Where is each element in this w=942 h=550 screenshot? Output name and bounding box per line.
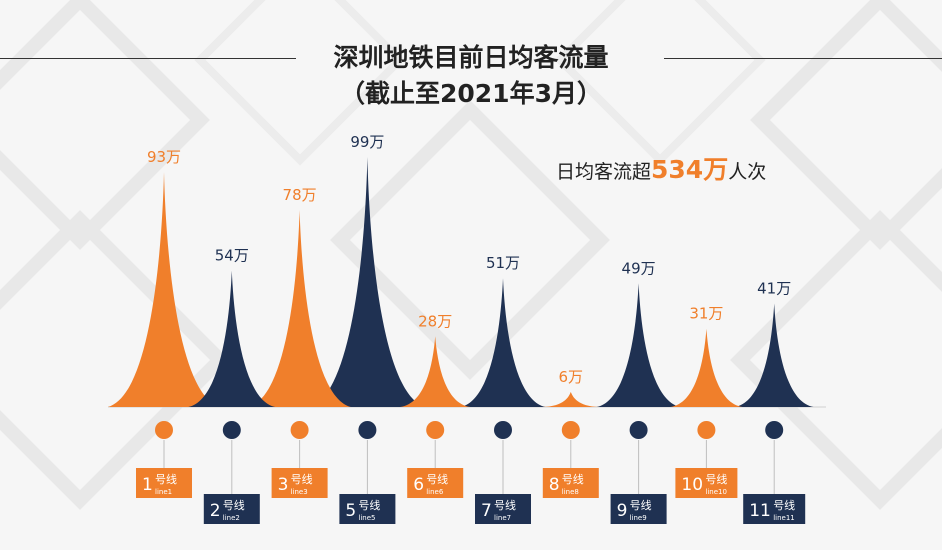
line-number-line2: 2: [210, 501, 221, 521]
line-label-box-line7: [475, 494, 531, 524]
line-label-box-line2: [203, 494, 260, 524]
spike-line9: [596, 283, 681, 407]
line-name-line6: 号线: [426, 472, 448, 486]
dot-line2: [222, 421, 241, 439]
chart-title: 深圳地铁目前日均客流量: [333, 43, 609, 72]
line-number-line6: 6: [413, 475, 424, 495]
line-sub-line11: line11: [773, 514, 795, 522]
dot-line8: [561, 421, 580, 439]
line-name-line10: 号线: [705, 472, 727, 486]
line-label-box-line1: [136, 468, 192, 498]
summary-prefix: 日均客流超: [556, 161, 652, 183]
line-name-line2: 号线: [223, 498, 245, 512]
line-name-line5: 号线: [358, 498, 380, 512]
line-label-box-line11: [743, 494, 806, 524]
line-number-line8: 8: [549, 475, 560, 495]
spike-line10: [670, 328, 743, 407]
data-label-line6: 28万: [418, 312, 452, 330]
line-name-line8: 号线: [562, 472, 584, 486]
line-label-box-line3: [271, 468, 328, 498]
spike-line8: [542, 391, 599, 407]
dot-line1: [155, 421, 173, 439]
line-number-line7: 7: [481, 501, 492, 521]
dot-line3: [290, 421, 309, 439]
line-name-line9: 号线: [630, 498, 652, 512]
title-rule-right: [664, 58, 942, 59]
summary-suffix: 人次: [728, 161, 767, 183]
line-label-box-line10: [675, 468, 738, 498]
line-label-box-line6: [407, 468, 464, 498]
line-sub-line2: line2: [223, 514, 240, 522]
line-sub-line9: line9: [630, 514, 647, 522]
data-label-line11: 41万: [757, 279, 791, 297]
line-label-box-line8: [542, 468, 599, 498]
spike-line1: [107, 172, 221, 407]
data-label-line1: 93万: [147, 148, 181, 166]
line-name-line7: 号线: [494, 498, 516, 512]
dot-line7: [494, 421, 512, 439]
data-label-line5: 99万: [350, 133, 384, 151]
line-name-line3: 号线: [291, 472, 313, 486]
dot-line10: [697, 421, 716, 439]
line-number-line5: 5: [345, 501, 356, 521]
line-label-box-line5: [339, 494, 396, 524]
spike-line2: [188, 270, 276, 407]
spike-line7: [460, 278, 546, 407]
data-label-line2: 54万: [215, 247, 249, 265]
data-label-line7: 51万: [486, 254, 520, 272]
spike-line5: [309, 157, 426, 407]
line-number-line3: 3: [278, 475, 289, 495]
line-sub-line8: line8: [562, 488, 579, 496]
spike-line3: [248, 210, 351, 407]
dot-line11: [765, 421, 784, 439]
data-label-line10: 31万: [689, 305, 723, 323]
line-name-line11: 号线: [773, 498, 795, 512]
line-number-line11: 11: [749, 501, 771, 521]
summary-value: 534万: [651, 155, 729, 184]
dot-line9: [629, 421, 648, 439]
spike-line11: [734, 303, 814, 407]
line-sub-line6: line6: [426, 488, 444, 496]
data-label-line9: 49万: [622, 259, 656, 277]
line-number-line1: 1: [142, 475, 153, 495]
chart-subtitle: （截止至2021年3月）: [340, 79, 602, 108]
line-label-box-line9: [610, 494, 667, 524]
line-sub-line3: line3: [291, 488, 308, 496]
line-number-line9: 9: [617, 501, 628, 521]
data-label-line8: 6万: [559, 368, 584, 386]
line-name-line1: 号线: [155, 472, 177, 486]
data-label-line3: 78万: [283, 186, 317, 204]
spike-line6: [400, 336, 471, 407]
line-sub-line10: line10: [705, 488, 727, 496]
line-sub-line5: line5: [358, 514, 375, 522]
line-number-line10: 10: [681, 475, 703, 495]
summary-text: 日均客流超534万人次: [556, 150, 766, 186]
dot-line6: [426, 421, 445, 439]
line-sub-line7: line7: [494, 514, 511, 522]
dot-line5: [358, 421, 377, 439]
line-sub-line1: line1: [155, 488, 172, 496]
title-rule-left: [0, 58, 296, 59]
